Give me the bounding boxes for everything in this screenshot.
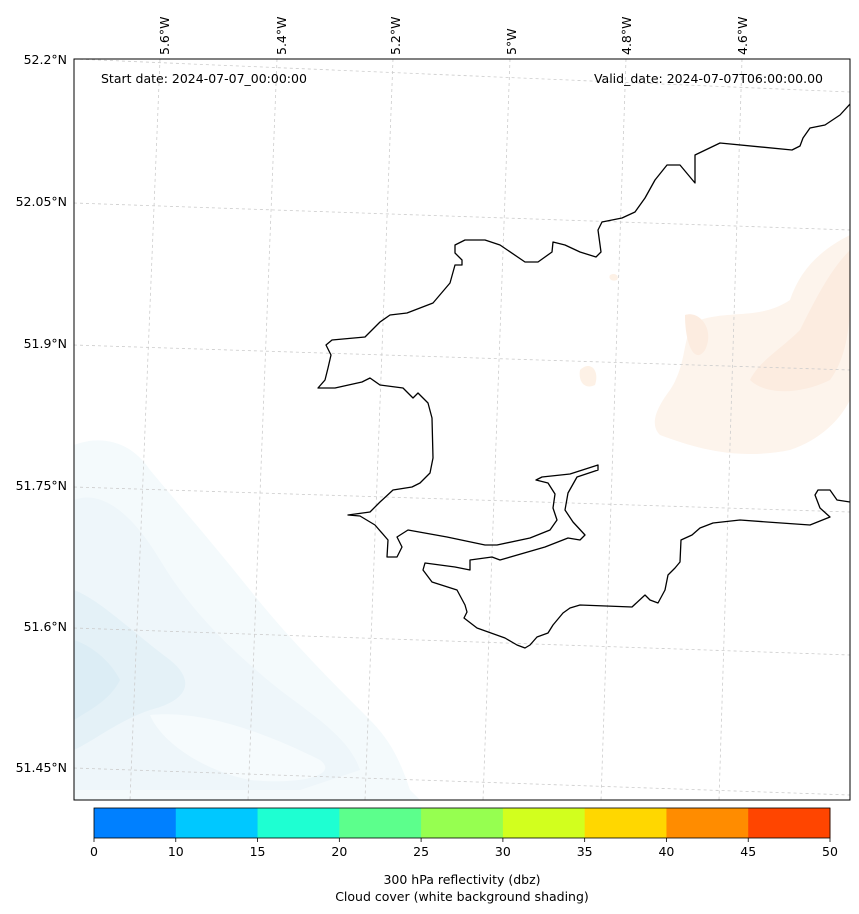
lat-label-51-45n: 51.45°N [16, 760, 67, 775]
colorbar-tick-label: 30 [495, 844, 511, 859]
colorbar-label-line2: Cloud cover (white background shading) [335, 889, 589, 904]
coastline [317, 103, 850, 649]
lon-label-4-6w: 4.6°W [735, 17, 750, 56]
colorbar-tick-label: 35 [577, 844, 593, 859]
graticule [74, 59, 850, 800]
lon-label-5-4w: 5.4°W [274, 17, 289, 56]
lat-label-51-9n: 51.9°N [24, 336, 67, 351]
colorbar-swatch [94, 808, 177, 838]
colorbar-swatch [502, 808, 586, 838]
colorbar-swatch [175, 808, 259, 838]
latitude-labels: 52.2°N 52.05°N 51.9°N 51.75°N 51.6°N 51.… [16, 52, 67, 775]
colorbar-tick-label: 0 [90, 844, 98, 859]
colorbar-swatch [257, 808, 340, 838]
colorbar-swatch [339, 808, 422, 838]
lon-label-4-8w: 4.8°W [619, 17, 634, 56]
colorbar-tick-label: 40 [658, 844, 674, 859]
colorbar-tick-label: 25 [413, 844, 429, 859]
longitude-labels: 5.6°W 5.4°W 5.2°W 5°W 4.8°W 4.6°W [157, 17, 750, 56]
valid-date-label: Valid_date: 2024-07-07T06:00:00.00 [594, 71, 823, 86]
colorbar-label-line1: 300 hPa reflectivity (dbz) [383, 872, 540, 887]
lon-label-5w: 5°W [504, 28, 519, 55]
colorbar-swatch [748, 808, 831, 838]
lon-label-5-2w: 5.2°W [388, 17, 403, 56]
colorbar-swatch [421, 808, 504, 838]
cloud-cover-shading [74, 440, 420, 800]
lat-label-51-6n: 51.6°N [24, 619, 67, 634]
colorbar-tick-label: 15 [250, 844, 266, 859]
colorbar-frame [93, 807, 831, 839]
lat-label-52-05n: 52.05°N [16, 194, 67, 209]
colorbar: 0 10 15 20 25 30 35 40 45 50 300 hPa reflectivity… [90, 807, 838, 904]
lat-label-51-75n: 51.75°N [16, 478, 67, 493]
map-frame [73, 58, 851, 801]
colorbar-tick-label: 20 [331, 844, 347, 859]
colorbar-tick-label: 45 [740, 844, 756, 859]
colorbar-swatch [666, 808, 749, 838]
colorbar-tick-label: 50 [822, 844, 838, 859]
colorbar-tick-label: 10 [168, 844, 184, 859]
lat-label-52-2n: 52.2°N [24, 52, 67, 67]
start-date-label: Start date: 2024-07-07_00:00:00 [101, 71, 307, 86]
reflectivity-shading [579, 235, 850, 455]
lon-label-5-6w: 5.6°W [157, 17, 172, 56]
colorbar-swatch [584, 808, 667, 838]
